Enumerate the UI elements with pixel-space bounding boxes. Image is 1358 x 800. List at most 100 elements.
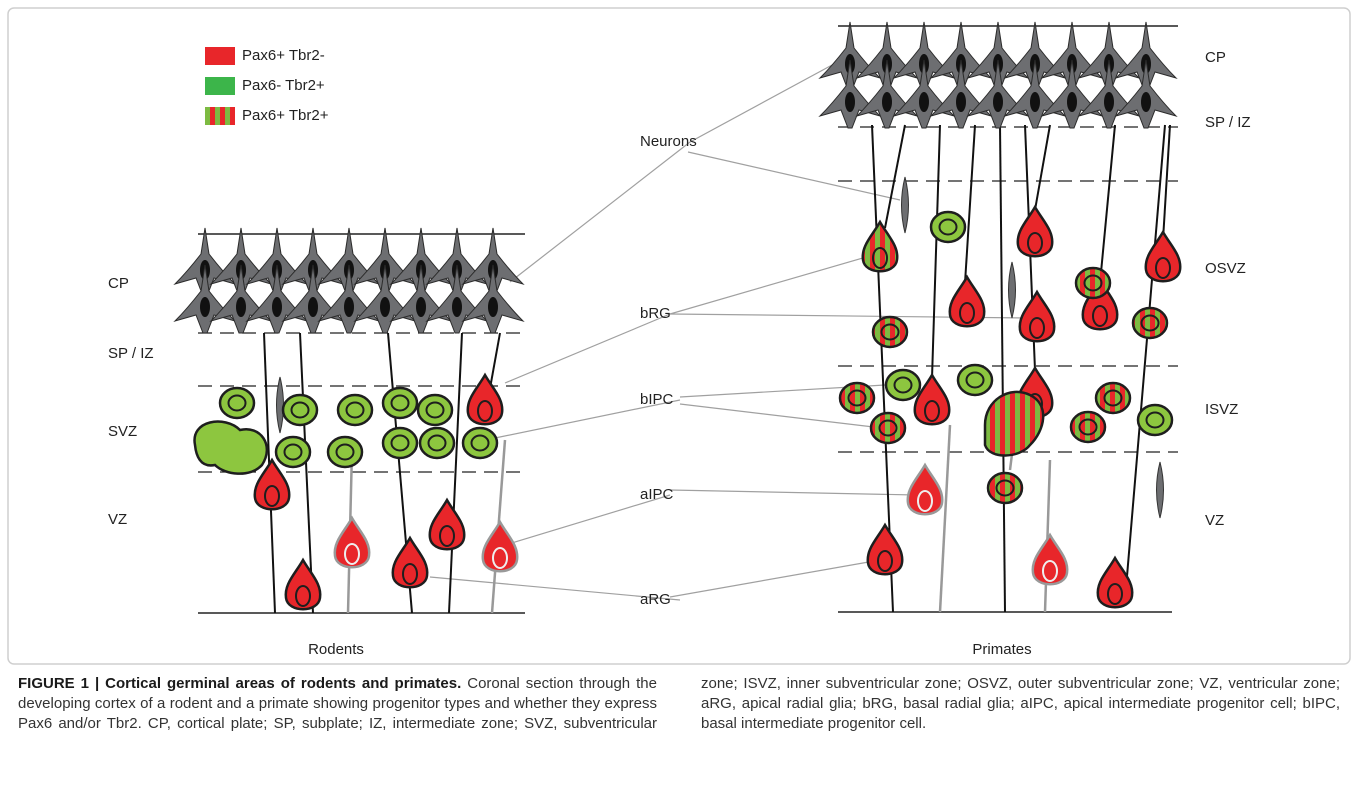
basal-ipc-nucleus (427, 434, 447, 452)
basal-ipc-nucleus (227, 394, 247, 412)
radial-glia (466, 372, 504, 426)
radial-fiber (448, 332, 463, 614)
radial-glia-nucleus (477, 400, 493, 422)
basal-ipc-nucleus (290, 401, 310, 419)
mixed-ipc-nucleus (995, 479, 1015, 497)
mixed-ipc (1074, 266, 1112, 300)
radial-fiber (884, 124, 906, 229)
migrating-neuron (276, 376, 284, 434)
legend-label: Pax6+ Tbr2- (242, 47, 325, 64)
basal-ipc-nucleus (893, 376, 913, 394)
radial-glia-nucleus (402, 563, 418, 585)
nucleus (380, 297, 390, 317)
basal-ipc-nucleus (335, 443, 355, 461)
nucleus (488, 297, 498, 317)
radial-fiber (964, 124, 976, 284)
nucleus (344, 297, 354, 317)
radial-fiber (1099, 124, 1116, 284)
legend-swatch (205, 77, 235, 95)
basal-ipc-nucleus (470, 434, 490, 452)
migrating-neuron (1156, 461, 1164, 519)
cell-label: aRG (640, 591, 671, 608)
basal-ipc (381, 386, 419, 420)
cell-label: aIPC (640, 486, 674, 503)
nucleus (1067, 92, 1077, 112)
radial-glia-nucleus (1027, 232, 1043, 254)
radial-glia-nucleus (439, 525, 455, 547)
pointer-line (679, 403, 883, 429)
zone-label: CP (1205, 49, 1226, 66)
pointer-line (494, 399, 681, 439)
basal-ipc-nucleus (283, 443, 303, 461)
mixed-ipc-nucleus (1103, 389, 1123, 407)
caption-text: Coronal section through the developing c… (18, 675, 1340, 732)
nucleus (919, 92, 929, 112)
figure: Pax6+ Tbr2- Pax6- Tbr2+ Pax6+ Tbr2+ CP S… (7, 7, 1351, 665)
cell-label: bIPC (640, 391, 674, 408)
zone-label: VZ (108, 511, 127, 528)
dividing-ipc (193, 420, 269, 475)
nucleus (236, 297, 246, 317)
basal-ipc (281, 393, 319, 427)
nucleus (845, 92, 855, 112)
apical-ipc (1031, 532, 1069, 586)
apical-ipc (906, 462, 944, 516)
radial-glia (1018, 289, 1056, 343)
radial-glia-nucleus (877, 550, 893, 572)
basal-ipc (461, 426, 499, 460)
mixed-radial-glia (861, 219, 899, 273)
radial-glia-nucleus (1092, 305, 1108, 327)
nucleus (882, 92, 892, 112)
apical-ipc-nucleus (1042, 560, 1058, 582)
radial-glia (1016, 204, 1054, 258)
mixed-ipc-nucleus (1078, 418, 1098, 436)
basal-ipc (418, 426, 456, 460)
cell-label: bRG (640, 305, 671, 322)
pointer-line (689, 57, 846, 143)
radial-glia-nucleus (1107, 583, 1123, 605)
mixed-ipc-nucleus (880, 323, 900, 341)
apical-ipc-nucleus (917, 490, 933, 512)
radial-fiber (931, 124, 941, 379)
nucleus (272, 297, 282, 317)
zone-label: CP (108, 275, 129, 292)
mixed-radial-glia-nucleus (872, 247, 888, 269)
basal-ipc (1136, 403, 1174, 437)
zone-label: VZ (1205, 512, 1224, 529)
pointer-line (429, 576, 681, 601)
legend-swatch (205, 107, 235, 125)
panel-label: Rodents (308, 641, 364, 658)
pointer-line (509, 141, 691, 283)
nucleus (956, 92, 966, 112)
radial-fiber (1043, 459, 1052, 613)
nucleus (1141, 92, 1151, 112)
legend-swatch (205, 47, 235, 65)
caption: FIGURE 1 | Cortical germinal areas of ro… (18, 674, 1340, 734)
caption-title: FIGURE 1 | Cortical germinal areas of ro… (18, 675, 462, 692)
basal-ipc-nucleus (965, 371, 985, 389)
radial-glia (1096, 555, 1134, 609)
pointer-line (687, 151, 901, 201)
basal-ipc-nucleus (938, 218, 958, 236)
mixed-ipc-nucleus (878, 419, 898, 437)
zone-label: OSVZ (1205, 260, 1246, 277)
mixed-ipc (871, 315, 909, 349)
radial-fiber (999, 124, 1006, 613)
legend-label: Pax6- Tbr2+ (242, 77, 325, 94)
basal-ipc-nucleus (390, 394, 410, 412)
radial-glia-nucleus (1155, 257, 1171, 279)
panel-label: Primates (972, 641, 1031, 658)
radial-glia (948, 274, 986, 328)
basal-ipc (416, 393, 454, 427)
cell-label: Neurons (640, 133, 697, 150)
zone-label: SP / IZ (108, 345, 154, 362)
basal-ipc-nucleus (1145, 411, 1165, 429)
radial-glia (428, 497, 466, 551)
basal-ipc-nucleus (345, 401, 365, 419)
mixed-ipc (1131, 306, 1169, 340)
basal-ipc-nucleus (425, 401, 445, 419)
nucleus (452, 297, 462, 317)
radial-glia-nucleus (264, 485, 280, 507)
basal-ipc (956, 363, 994, 397)
